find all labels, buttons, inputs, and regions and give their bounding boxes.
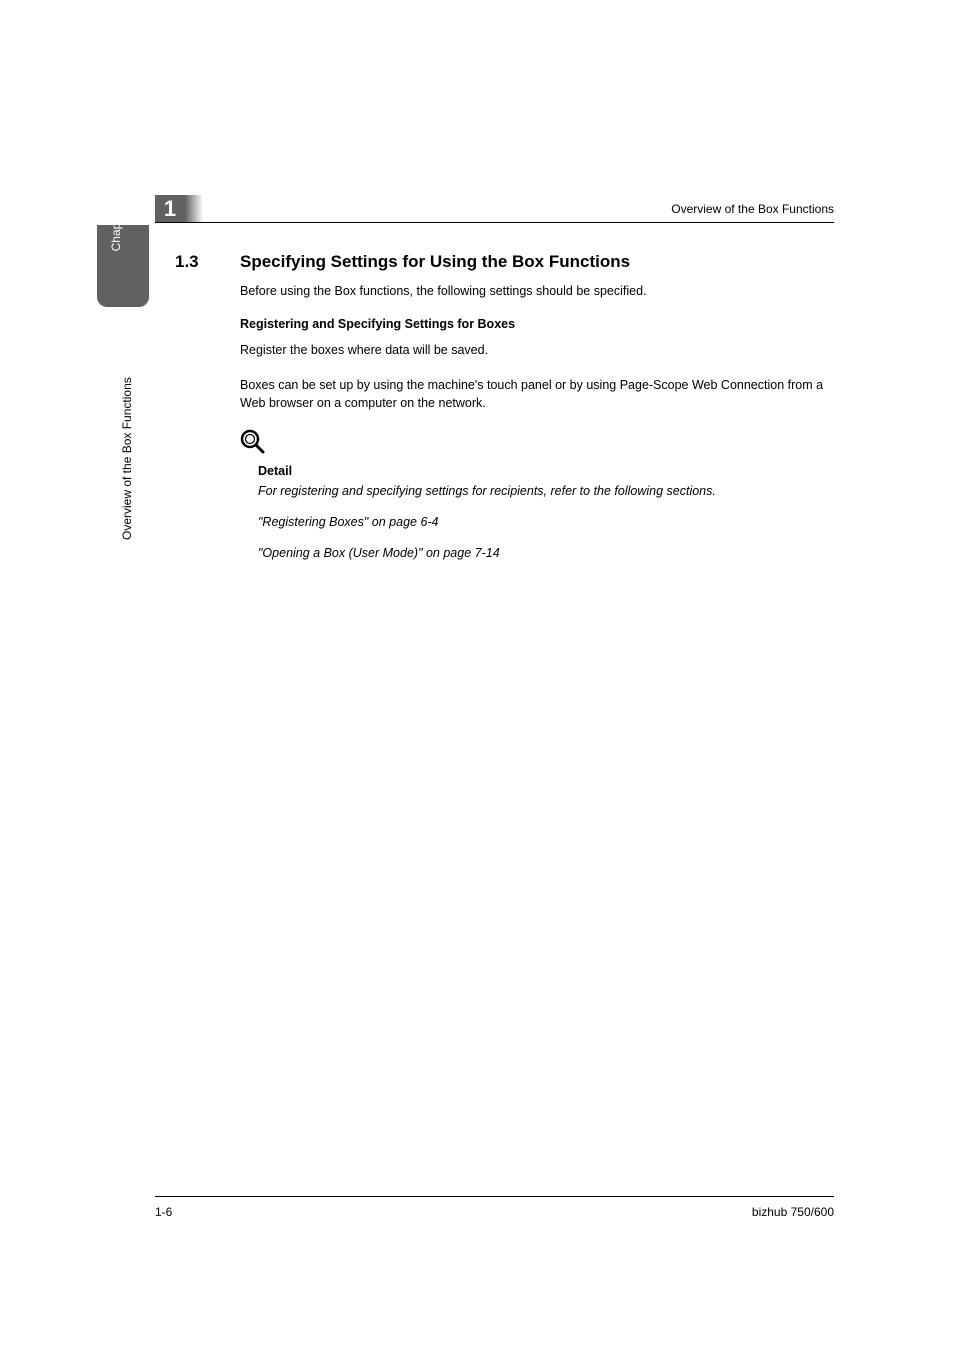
body-content: Before using the Box functions, the foll…: [240, 282, 834, 562]
footer-line: [155, 1196, 834, 1197]
side-tab-text: Chapter 1: [109, 185, 123, 265]
section-intro: Before using the Box functions, the foll…: [240, 282, 834, 301]
detail-text1: For registering and specifying settings …: [258, 482, 834, 501]
chapter-number: 1: [164, 196, 176, 222]
section-number: 1.3: [175, 252, 240, 272]
side-tab: [97, 225, 149, 307]
subsection-para2: Boxes can be set up by using the machine…: [240, 376, 834, 414]
header-text: Overview of the Box Functions: [671, 202, 834, 216]
detail-label: Detail: [258, 464, 834, 478]
subsection-para1: Register the boxes where data will be sa…: [240, 341, 834, 360]
chapter-number-fade: [185, 195, 203, 222]
detail-text3: "Opening a Box (User Mode)" on page 7-14: [258, 544, 834, 563]
section-heading-row: 1.3 Specifying Settings for Using the Bo…: [175, 252, 834, 272]
chapter-number-box: 1: [155, 195, 185, 222]
magnifier-icon: [240, 429, 834, 460]
content-area: 1.3 Specifying Settings for Using the Bo…: [175, 252, 834, 574]
subsection-title: Registering and Specifying Settings for …: [240, 317, 834, 331]
footer-page-number: 1-6: [155, 1205, 172, 1219]
section-title: Specifying Settings for Using the Box Fu…: [240, 252, 630, 272]
header-line: [155, 222, 834, 223]
detail-text2: "Registering Boxes" on page 6-4: [258, 513, 834, 532]
footer-model: bizhub 750/600: [752, 1205, 834, 1219]
page-container: 1 Overview of the Box Functions Chapter …: [0, 0, 954, 1350]
side-vertical-text: Overview of the Box Functions: [120, 377, 134, 540]
